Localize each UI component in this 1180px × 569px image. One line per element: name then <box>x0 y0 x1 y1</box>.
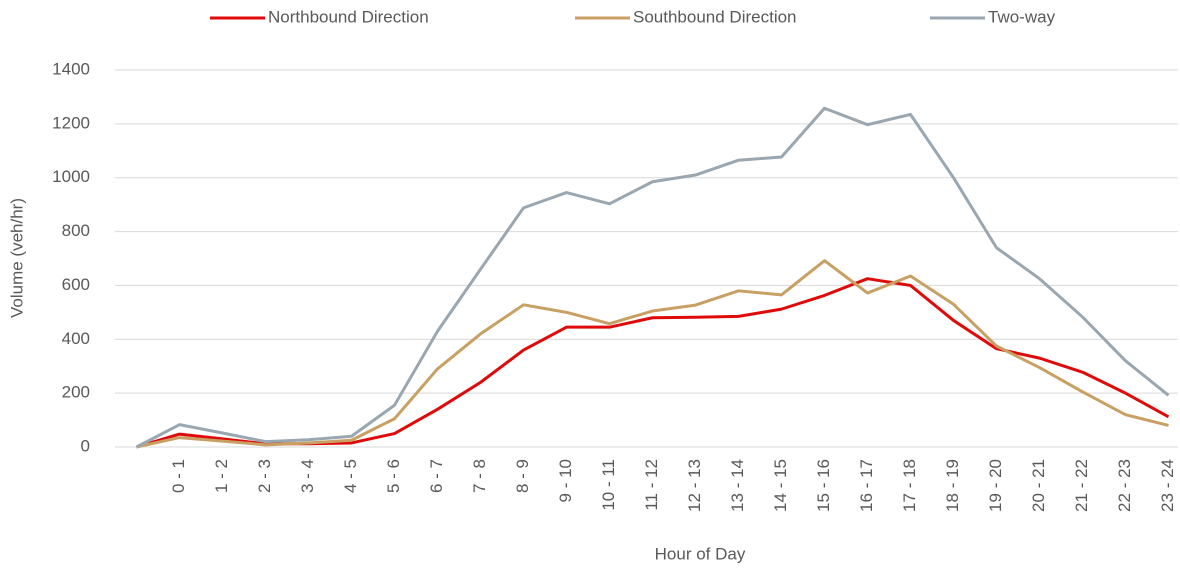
series-line <box>135 106 1170 449</box>
x-tick-label: 17 - 18 <box>900 459 919 512</box>
x-tick-label: 12 - 13 <box>685 459 704 512</box>
x-axis-label: Hour of Day <box>655 544 746 563</box>
y-tick-label: 200 <box>62 383 90 402</box>
legend-label: Northbound Direction <box>268 7 429 26</box>
x-tick-label: 20 - 21 <box>1029 459 1048 512</box>
x-tick-label: 4 - 5 <box>341 459 360 493</box>
x-tick-label: 18 - 19 <box>943 459 962 512</box>
x-tick-label: 23 - 24 <box>1158 459 1177 512</box>
x-tick-label: 10 - 11 <box>599 459 618 511</box>
x-tick-label: 6 - 7 <box>427 459 446 493</box>
x-tick-label: 9 - 10 <box>556 459 575 502</box>
legend-label: Southbound Direction <box>633 7 797 26</box>
y-tick-label: 1000 <box>52 167 90 186</box>
y-tick-label: 1400 <box>52 59 90 78</box>
series-line <box>136 277 1170 449</box>
x-tick-label: 14 - 15 <box>771 459 790 512</box>
x-tick-label: 7 - 8 <box>470 459 489 493</box>
x-tick-label: 11 - 12 <box>642 459 661 511</box>
series-line <box>136 259 1169 449</box>
x-tick-label: 21 - 22 <box>1072 459 1091 512</box>
y-tick-label: 0 <box>81 436 90 455</box>
legend-label: Two-way <box>988 7 1056 26</box>
x-tick-label: 1 - 2 <box>212 459 231 493</box>
x-tick-label: 2 - 3 <box>255 459 274 493</box>
x-tick-label: 5 - 6 <box>384 459 403 493</box>
x-tick-label: 3 - 4 <box>298 459 317 493</box>
y-axis-label: Volume (veh/hr) <box>7 198 26 318</box>
y-tick-label: 400 <box>62 329 90 348</box>
y-tick-label: 600 <box>62 275 90 294</box>
y-tick-label: 800 <box>62 221 90 240</box>
x-tick-label: 22 - 23 <box>1115 459 1134 512</box>
x-tick-label: 0 - 1 <box>169 459 188 493</box>
x-tick-label: 16 - 17 <box>857 459 876 512</box>
x-tick-label: 19 - 20 <box>986 459 1005 512</box>
x-tick-label: 13 - 14 <box>728 459 747 512</box>
x-tick-label: 8 - 9 <box>513 459 532 493</box>
x-tick-label: 15 - 16 <box>814 459 833 512</box>
y-tick-label: 1200 <box>52 113 90 132</box>
